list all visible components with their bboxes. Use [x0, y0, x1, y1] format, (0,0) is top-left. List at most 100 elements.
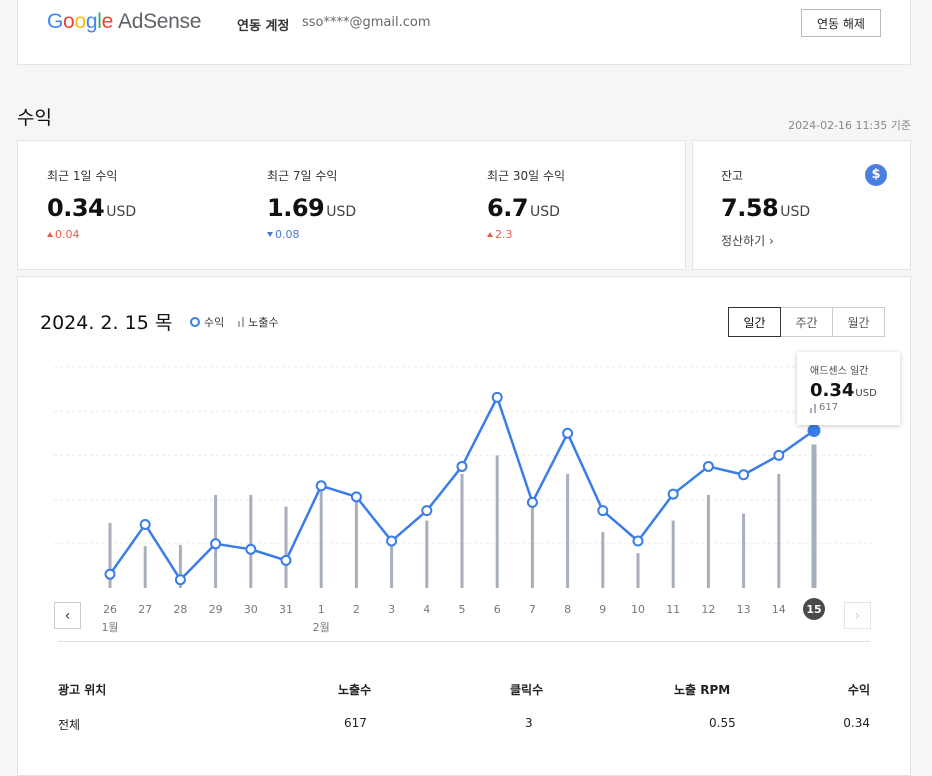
cell-ad-position: 전체: [58, 718, 81, 732]
adsense-logo: Google AdSense: [47, 10, 202, 33]
stat-label: 최근 1일 수익: [47, 169, 118, 183]
revenue-point: [773, 449, 785, 461]
chart-date: 2024. 2. 15 목: [40, 312, 173, 334]
table-row: 전체 617 3 0.55 0.34: [58, 716, 870, 736]
tooltip-title: 애드센스 일간: [810, 366, 869, 377]
impression-bar: [777, 474, 781, 588]
account-label: 연동 계정: [237, 19, 290, 34]
unlink-button[interactable]: 연동 해제: [801, 9, 881, 37]
stat-label: 최근 7일 수익: [267, 169, 338, 183]
circle-icon: [190, 317, 200, 327]
revenue-point: [245, 543, 257, 555]
month-label: 2월: [313, 621, 330, 634]
x-tick-label: 30: [244, 603, 258, 616]
triangle-up-icon: [47, 232, 53, 237]
impression-bar: [178, 544, 182, 588]
next-button[interactable]: ›: [844, 602, 871, 629]
chart-card: 2024. 2. 15 목 수익 노출수 일간 주간 월간 26 27 28 29 30…: [17, 276, 911, 776]
tab-daily[interactable]: 일간: [728, 307, 781, 337]
balance-stat: 잔고 7.58 USD 정산하기 ›: [721, 167, 810, 249]
impression-bar: [742, 513, 746, 588]
impression-bar: [319, 487, 323, 588]
stat-label: 최근 30일 수익: [487, 169, 566, 183]
stat-change: 2.3: [487, 228, 565, 241]
tooltip-value: 0.34USD: [810, 380, 877, 401]
settle-link[interactable]: 정산하기 ›: [721, 234, 774, 248]
stats-card: 최근 1일 수익 0.34 USD 0.04 최근 7일 수익 1.69 USD 0…: [17, 140, 686, 270]
legend-revenue: 수익: [190, 314, 224, 330]
impression-bar: [495, 455, 499, 588]
bars-icon: [810, 403, 816, 413]
revenue-point: [315, 480, 327, 492]
impression-bar: [636, 553, 640, 588]
x-tick-label: 8: [564, 603, 571, 616]
impression-bar: [706, 494, 710, 588]
balance-card: 잔고 7.58 USD 정산하기 › $: [692, 140, 911, 270]
x-tick-label: 31: [279, 603, 293, 616]
stat-30day: 최근 30일 수익 6.7 USD 2.3: [487, 167, 565, 241]
chart-legend: 수익 노출수: [190, 314, 279, 330]
tooltip-impressions: 617: [810, 402, 887, 413]
header-card: Google AdSense 연동 계정 sso****@gmail.com 연동…: [17, 0, 911, 65]
stat-7day: 최근 7일 수익 1.69 USD 0.08: [267, 167, 356, 241]
impression-bar: [601, 532, 605, 588]
impression-bar: [108, 522, 112, 588]
revenue-point: [210, 538, 222, 550]
revenue-point: [491, 391, 503, 403]
account-email: sso****@gmail.com: [302, 15, 431, 30]
stat-value: 6.7 USD: [487, 194, 560, 222]
x-tick-label: 6: [494, 603, 501, 616]
cell-impressions: 617: [344, 716, 367, 730]
x-tick-label: 11: [666, 603, 680, 616]
x-tick-label: 27: [138, 603, 152, 616]
revenue-point: [456, 460, 468, 472]
timestamp: 2024-02-16 11:35 기준: [788, 119, 911, 132]
revenue-point: [386, 535, 398, 547]
stat-change: 0.04: [47, 228, 136, 241]
revenue-point: [632, 535, 644, 547]
x-tick-label: 4: [423, 603, 430, 616]
x-tick-label: 9: [599, 603, 606, 616]
revenue-point: [139, 518, 151, 530]
revenue-point: [738, 469, 750, 481]
revenue-point: [174, 574, 186, 586]
cell-revenue: 0.34: [843, 716, 870, 730]
impression-bar: [390, 541, 394, 588]
x-tick-label: 13: [737, 603, 751, 616]
col-rpm: 노출 RPM: [674, 683, 731, 697]
cell-rpm: 0.55: [709, 716, 736, 730]
impression-bar: [671, 520, 675, 588]
triangle-down-icon: [267, 232, 273, 237]
tab-monthly[interactable]: 월간: [832, 307, 885, 337]
revenue-point: [667, 488, 679, 500]
x-tick-label: 7: [529, 603, 536, 616]
x-tick-label: 2: [353, 603, 360, 616]
impression-bar: [425, 520, 429, 588]
stat-change: 0.08: [267, 228, 356, 241]
period-tabs: 일간 주간 월간: [728, 307, 885, 337]
revenue-point: [104, 568, 116, 580]
table-header: 광고 위치 노출수 클릭수 노출 RPM 수익: [58, 681, 870, 701]
triangle-up-icon: [487, 232, 493, 237]
cell-clicks: 3: [525, 716, 533, 730]
selected-date-marker: [803, 598, 825, 620]
stat-1day: 최근 1일 수익 0.34 USD 0.04: [47, 167, 136, 241]
col-impressions: 노출수: [338, 683, 372, 697]
x-tick-label: 28: [173, 603, 187, 616]
x-tick-label: 26: [103, 603, 117, 616]
prev-button[interactable]: ‹: [54, 602, 81, 629]
revenue-point: [280, 554, 292, 566]
x-tick-label: 5: [459, 603, 466, 616]
impression-bar: [460, 474, 464, 588]
revenue-point: [702, 460, 714, 472]
section-title: 수익: [17, 107, 52, 129]
dollar-icon: $: [865, 164, 887, 186]
revenue-point: [350, 491, 362, 503]
balance-value: 7.58 USD: [721, 194, 811, 222]
divider: [58, 641, 870, 642]
legend-impressions: 노출수: [238, 314, 279, 330]
col-ad-position: 광고 위치: [58, 683, 107, 697]
revenue-point: [421, 505, 433, 517]
month-label: 1월: [101, 621, 118, 634]
